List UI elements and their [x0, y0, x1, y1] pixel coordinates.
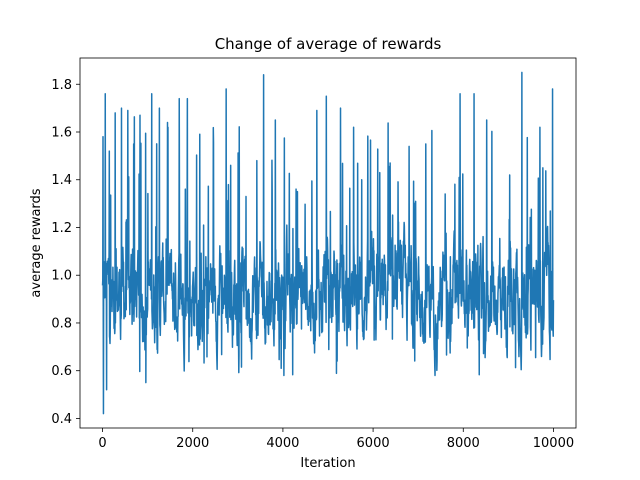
y-tick-label: 1.6 [51, 126, 72, 141]
y-tick-label: 1.8 [51, 78, 72, 93]
axes-frame [79, 57, 577, 429]
x-tick-label: 8000 [447, 436, 480, 451]
x-tick-label: 4000 [266, 436, 299, 451]
y-axis-label: average rewards [29, 188, 44, 297]
y-tick-label: 1.4 [51, 173, 72, 188]
x-tick-label: 10000 [533, 436, 574, 451]
y-axis: 0.4 0.6 0.8 1.0 1.2 1.4 1.6 1.8 [51, 78, 80, 427]
plot-area [79, 57, 577, 429]
y-tick-label: 0.8 [51, 316, 72, 331]
chart-title: Change of average of rewards [215, 35, 442, 53]
y-tick-label: 0.4 [51, 412, 72, 427]
y-tick-label: 1.0 [51, 269, 72, 284]
x-tick-label: 6000 [357, 436, 390, 451]
series-line-average-rewards [101, 71, 555, 415]
y-tick-label: 0.6 [51, 364, 72, 379]
x-axis-label: Iteration [300, 456, 355, 471]
x-tick-label: 0 [98, 436, 106, 451]
x-axis: 0 2000 4000 6000 8000 10000 [98, 428, 574, 451]
y-tick-label: 1.2 [51, 221, 72, 236]
x-tick-label: 2000 [176, 436, 209, 451]
